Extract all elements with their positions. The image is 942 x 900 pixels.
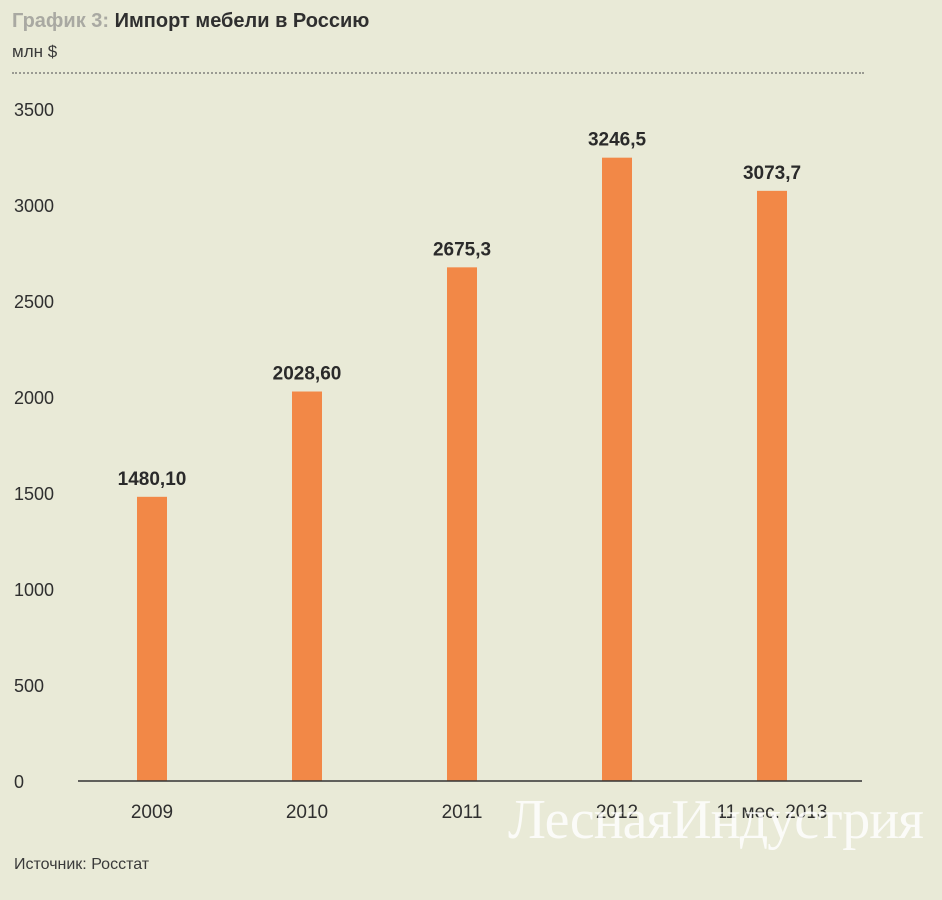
bar bbox=[137, 496, 167, 781]
y-tick-label: 2500 bbox=[14, 292, 54, 312]
y-tick-label: 3500 bbox=[14, 100, 54, 120]
x-tick-label: 2011 bbox=[442, 802, 483, 823]
x-tick-label: 2010 bbox=[286, 802, 328, 823]
y-axis-unit: млн $ bbox=[12, 42, 58, 61]
chart-number: График 3: bbox=[12, 10, 110, 32]
y-tick-label: 500 bbox=[14, 676, 44, 696]
y-tick-label: 2000 bbox=[14, 388, 54, 408]
data-label: 2675,3 bbox=[433, 239, 491, 260]
bar bbox=[757, 190, 787, 781]
x-tick-label: 2009 bbox=[131, 802, 173, 823]
bar bbox=[292, 391, 322, 781]
data-label: 1480,10 bbox=[118, 469, 187, 490]
source-note: Источник: Росстат bbox=[14, 856, 150, 873]
chart-title-text: Импорт мебели в Россию bbox=[114, 10, 370, 32]
chart-title: График 3: Импорт мебели в Россию bbox=[12, 10, 369, 33]
x-tick-label: 11 мес. 2013 bbox=[717, 802, 828, 823]
dotted-divider bbox=[12, 72, 864, 74]
y-tick-label: 1500 bbox=[14, 484, 54, 504]
bar bbox=[447, 267, 477, 781]
bar bbox=[602, 157, 632, 781]
data-label: 3073,7 bbox=[743, 163, 801, 184]
x-tick-label: 2012 bbox=[596, 802, 638, 823]
data-label: 3246,5 bbox=[588, 130, 647, 151]
watermark: ЛеснаяИндустрия bbox=[508, 789, 924, 851]
y-tick-label: 0 bbox=[14, 772, 24, 792]
y-tick-label: 3000 bbox=[14, 196, 54, 216]
data-label: 2028,60 bbox=[273, 364, 342, 385]
y-tick-label: 1000 bbox=[14, 580, 54, 600]
